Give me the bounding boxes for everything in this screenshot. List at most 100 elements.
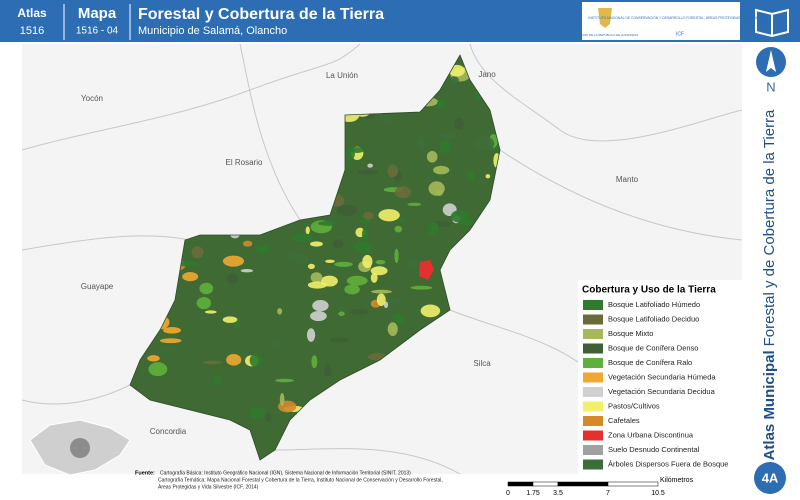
- logo-emblem: [598, 8, 612, 28]
- land-cover-patch: [176, 261, 198, 267]
- scale-tick-label: 3.5: [553, 490, 563, 497]
- side-title: Atlas Municipal Forestal y de Cobertura d…: [761, 109, 778, 460]
- place-label: Guayape: [81, 282, 114, 291]
- land-cover-patch: [420, 304, 441, 318]
- boundary-line: [499, 149, 743, 241]
- land-cover-patch: [242, 240, 253, 247]
- legend-swatch: [583, 358, 603, 368]
- legend-label: Vegetación Secundaria Húmeda: [608, 372, 716, 381]
- legend-label: Bosque Latifoliado Húmedo: [608, 300, 700, 309]
- boundary-line: [239, 43, 301, 221]
- land-cover-patch: [439, 133, 456, 139]
- land-cover-patch: [370, 272, 378, 283]
- legend-box: [578, 280, 742, 475]
- land-cover-patch: [378, 209, 400, 222]
- scale-segment: [557, 481, 609, 487]
- land-cover-patch: [363, 211, 374, 220]
- land-cover-patch: [394, 248, 399, 264]
- logo-acronym: ICF: [676, 31, 684, 37]
- legend-swatch: [583, 430, 603, 441]
- land-cover-patch: [309, 241, 323, 247]
- place-label: Concordia: [150, 427, 187, 436]
- page-code: 4A: [762, 470, 779, 485]
- place-label: Yocón: [81, 94, 103, 103]
- land-cover-patch: [249, 353, 263, 368]
- land-cover-patch: [371, 289, 392, 294]
- legend-label: Bosque de Conífera Ralo: [608, 358, 692, 367]
- land-cover-patch: [436, 99, 446, 111]
- land-cover-patch: [428, 221, 439, 236]
- legend-swatch: [583, 416, 603, 426]
- land-cover-patch: [196, 297, 212, 310]
- land-cover-patch: [387, 164, 399, 178]
- scale-tick-label: 0: [506, 490, 510, 497]
- land-cover-patch: [346, 275, 368, 286]
- legend-label: Vegetación Secundaria Decidua: [608, 387, 716, 396]
- land-cover-patch: [222, 316, 238, 323]
- legend-swatch: [583, 329, 603, 339]
- legend-label: Bosque Latifoliado Deciduo: [608, 314, 699, 323]
- sources-label: Fuente:: [135, 470, 155, 476]
- land-cover-patch: [353, 241, 373, 254]
- land-cover-patch: [450, 210, 470, 223]
- boundaries: [21, 43, 743, 475]
- land-cover-patch: [310, 272, 323, 283]
- land-cover-patch: [200, 315, 212, 319]
- atlas-code: 1516: [20, 25, 44, 37]
- land-cover-patch: [475, 136, 495, 151]
- land-cover-patch: [361, 227, 369, 241]
- legend-label: Pastos/Cultivos: [608, 401, 660, 410]
- legend-label: Bosque de Conífera Denso: [608, 343, 698, 352]
- land-cover-patch: [453, 118, 465, 130]
- land-cover-patch: [191, 246, 204, 259]
- scale-segment: [507, 481, 534, 487]
- land-cover-patch: [394, 186, 412, 199]
- scale-tick-label: 7: [606, 490, 610, 497]
- atlas-label: Atlas: [17, 6, 47, 20]
- side-title-text: Forestal y de Cobertura de la Tierra: [761, 109, 778, 346]
- land-cover-patch: [324, 364, 332, 377]
- inset-highlight: [70, 438, 90, 458]
- land-cover-patch: [450, 76, 459, 86]
- land-cover-patch: [332, 239, 344, 249]
- land-cover-patch: [417, 136, 426, 150]
- legend-swatch: [583, 459, 603, 470]
- scale-segment: [532, 481, 559, 487]
- boundary-line: [21, 384, 131, 405]
- land-cover-patch: [397, 218, 405, 223]
- land-cover-patch: [287, 253, 309, 264]
- map-label: Mapa: [78, 5, 117, 22]
- land-cover-patch: [346, 146, 355, 161]
- place-label: Silca: [473, 359, 491, 368]
- land-cover-patch: [380, 114, 392, 124]
- land-cover-patch: [248, 407, 266, 419]
- scale-segment: [607, 481, 659, 487]
- land-cover-patch: [227, 273, 239, 284]
- land-cover-patch: [212, 375, 222, 386]
- sources-line: Cartografía Temática: Mapa Nacional Fore…: [158, 477, 443, 483]
- scale-tick-label: 1.75: [526, 490, 540, 497]
- legend-label: Cafetales: [608, 416, 640, 425]
- legend-swatch: [583, 372, 603, 383]
- boundary-line: [469, 43, 743, 142]
- land-cover-patch: [362, 254, 373, 269]
- land-cover-patch: [279, 393, 285, 407]
- boundary-line: [274, 448, 461, 475]
- land-cover-patch: [163, 327, 181, 334]
- land-cover-patch: [255, 244, 270, 254]
- land-cover-patch: [265, 413, 272, 423]
- legend-swatch: [583, 401, 603, 412]
- land-cover-patch: [439, 140, 451, 154]
- land-cover-patch: [305, 226, 310, 235]
- scale-tick-label: 10.5: [651, 490, 665, 497]
- land-cover-patch: [234, 319, 241, 330]
- place-label: Manto: [616, 175, 639, 184]
- land-cover-patch: [426, 151, 438, 163]
- legend-swatch: [583, 300, 603, 310]
- legend-swatch: [583, 445, 603, 455]
- urban-zone: [419, 260, 434, 280]
- land-cover-patch: [407, 202, 422, 206]
- land-cover-patch: [312, 300, 329, 312]
